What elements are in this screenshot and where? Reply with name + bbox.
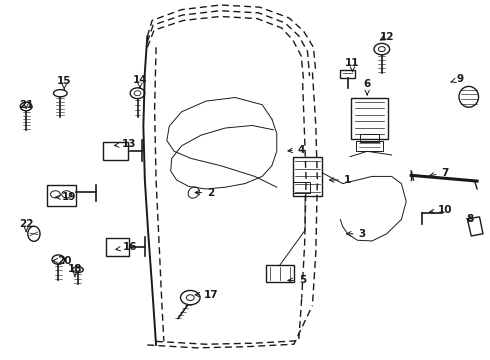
- Bar: [106, 238, 129, 256]
- Text: 3: 3: [346, 229, 366, 239]
- Bar: [266, 265, 294, 282]
- Text: 10: 10: [430, 206, 453, 216]
- Text: 6: 6: [364, 79, 371, 95]
- Text: 11: 11: [345, 58, 360, 72]
- Bar: [293, 157, 322, 196]
- Text: 22: 22: [19, 219, 33, 231]
- Text: 9: 9: [451, 74, 464, 84]
- Text: 21: 21: [19, 100, 33, 110]
- Text: 5: 5: [288, 275, 306, 285]
- Text: 17: 17: [195, 290, 218, 300]
- Text: 2: 2: [195, 188, 215, 198]
- Text: 13: 13: [115, 139, 136, 149]
- Bar: [351, 98, 388, 139]
- Bar: [356, 140, 383, 151]
- Bar: [293, 182, 311, 193]
- Text: 1: 1: [329, 175, 351, 185]
- Text: 12: 12: [379, 32, 394, 41]
- Text: 14: 14: [133, 75, 147, 88]
- Text: 19: 19: [56, 192, 76, 202]
- Text: 4: 4: [288, 144, 305, 154]
- Text: 7: 7: [430, 168, 449, 178]
- Text: 16: 16: [116, 242, 137, 252]
- Text: 20: 20: [53, 256, 72, 266]
- Bar: [360, 134, 379, 142]
- Text: 18: 18: [68, 264, 82, 277]
- Bar: [340, 70, 355, 78]
- Bar: [47, 185, 76, 206]
- Bar: [103, 141, 128, 159]
- Text: 15: 15: [57, 76, 72, 89]
- Text: 8: 8: [466, 215, 473, 224]
